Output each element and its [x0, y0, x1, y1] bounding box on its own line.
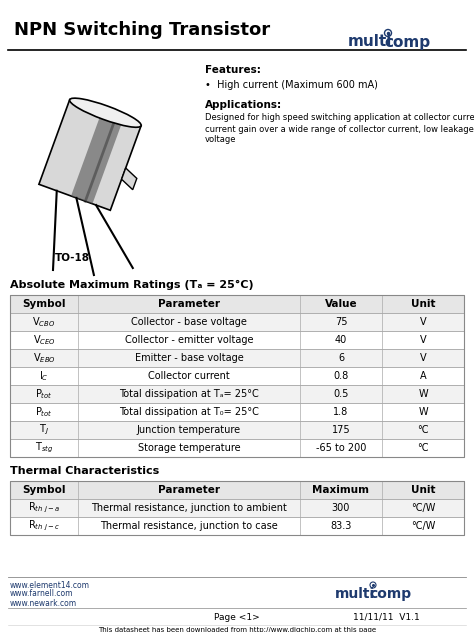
Text: 0.5: 0.5 [333, 389, 349, 399]
Text: Collector - base voltage: Collector - base voltage [131, 317, 247, 327]
Text: current gain over a wide range of collector current, low leakage current and low: current gain over a wide range of collec… [205, 125, 474, 133]
Text: www.farnell.com: www.farnell.com [10, 590, 73, 599]
Text: multi: multi [335, 587, 375, 601]
Text: W: W [418, 389, 428, 399]
Text: Maximum: Maximum [312, 485, 370, 495]
Text: Parameter: Parameter [158, 485, 220, 495]
Polygon shape [39, 100, 141, 210]
Bar [10, 331, 464, 349]
Text: Thermal Characteristics: Thermal Characteristics [10, 466, 159, 476]
Text: A: A [419, 371, 426, 381]
Text: 0.8: 0.8 [333, 371, 348, 381]
Text: Collector current: Collector current [148, 371, 230, 381]
Text: R$_{th\ j-c}$: R$_{th\ j-c}$ [28, 519, 60, 533]
Text: Thermal resistance, junction to ambient: Thermal resistance, junction to ambient [91, 503, 287, 513]
Bar [10, 295, 464, 457]
Polygon shape [122, 168, 137, 190]
Text: 83.3: 83.3 [330, 521, 352, 531]
Text: -65 to 200: -65 to 200 [316, 443, 366, 453]
Text: Total dissipation at Tₐ= 25°C: Total dissipation at Tₐ= 25°C [119, 389, 259, 399]
Text: 11/11/11  V1.1: 11/11/11 V1.1 [353, 612, 420, 621]
Text: Parameter: Parameter [158, 299, 220, 309]
Text: Total dissipation at T₀= 25°C: Total dissipation at T₀= 25°C [119, 407, 259, 417]
Text: Unit: Unit [411, 485, 435, 495]
Text: 300: 300 [332, 503, 350, 513]
Bar [10, 367, 464, 385]
Ellipse shape [70, 98, 141, 127]
Text: •  High current (Maximum 600 mA): • High current (Maximum 600 mA) [205, 80, 378, 90]
Text: °C/W: °C/W [411, 521, 435, 531]
Text: Thermal resistance, junction to case: Thermal resistance, junction to case [100, 521, 278, 531]
Bar [10, 313, 464, 331]
Text: 75: 75 [335, 317, 347, 327]
Text: 1.8: 1.8 [333, 407, 348, 417]
Text: www.newark.com: www.newark.com [10, 599, 77, 607]
Text: Page <1>: Page <1> [214, 612, 260, 621]
Text: °C: °C [417, 425, 429, 435]
Text: Emitter - base voltage: Emitter - base voltage [135, 353, 243, 363]
Text: T$_{stg}$: T$_{stg}$ [35, 441, 53, 455]
Text: multi: multi [348, 35, 392, 49]
Text: This datasheet has been downloaded from http://www.digchip.com at this page: This datasheet has been downloaded from … [98, 627, 376, 632]
Bar [10, 439, 464, 457]
Polygon shape [71, 111, 123, 204]
Text: Unit: Unit [411, 299, 435, 309]
Bar [10, 403, 464, 421]
Text: V: V [419, 335, 426, 345]
Bar [10, 481, 464, 535]
Bar [10, 517, 464, 535]
Bar [10, 349, 464, 367]
Text: V$_{CBO}$: V$_{CBO}$ [32, 315, 55, 329]
Text: NPN Switching Transistor: NPN Switching Transistor [14, 21, 270, 39]
Bar [10, 421, 464, 439]
Text: W: W [418, 407, 428, 417]
Text: comp: comp [369, 587, 411, 601]
Text: °C/W: °C/W [411, 503, 435, 513]
Text: Symbol: Symbol [22, 485, 66, 495]
Text: Features:: Features: [205, 65, 261, 75]
Text: V: V [419, 353, 426, 363]
Text: Designed for high speed switching application at collector current up to 0.5 A a: Designed for high speed switching applic… [205, 114, 474, 123]
Text: Applications:: Applications: [205, 100, 282, 110]
Text: comp: comp [384, 35, 430, 49]
Text: Value: Value [325, 299, 357, 309]
Text: TO-18: TO-18 [55, 253, 90, 263]
Text: Storage temperature: Storage temperature [137, 443, 240, 453]
Text: R$_{th\ j-a}$: R$_{th\ j-a}$ [28, 501, 60, 515]
Text: Symbol: Symbol [22, 299, 66, 309]
Text: V$_{CEO}$: V$_{CEO}$ [33, 333, 55, 347]
Text: P$_{tot}$: P$_{tot}$ [35, 387, 53, 401]
Bar [10, 295, 464, 313]
Text: P$_{tot}$: P$_{tot}$ [35, 405, 53, 419]
Text: www.element14.com: www.element14.com [10, 581, 90, 590]
Text: T$_{J}$: T$_{J}$ [39, 423, 49, 437]
Text: Collector - emitter voltage: Collector - emitter voltage [125, 335, 253, 345]
Text: V$_{EBO}$: V$_{EBO}$ [33, 351, 55, 365]
Bar [10, 385, 464, 403]
Text: 40: 40 [335, 335, 347, 345]
Text: 6: 6 [338, 353, 344, 363]
Text: V: V [419, 317, 426, 327]
Text: I$_{C}$: I$_{C}$ [39, 369, 49, 383]
Text: Junction temperature: Junction temperature [137, 425, 241, 435]
Bar [10, 481, 464, 499]
Text: Absolute Maximum Ratings (Tₐ = 25°C): Absolute Maximum Ratings (Tₐ = 25°C) [10, 280, 254, 290]
Bar [10, 499, 464, 517]
Text: voltage: voltage [205, 135, 237, 145]
Text: 175: 175 [332, 425, 350, 435]
Text: °C: °C [417, 443, 429, 453]
